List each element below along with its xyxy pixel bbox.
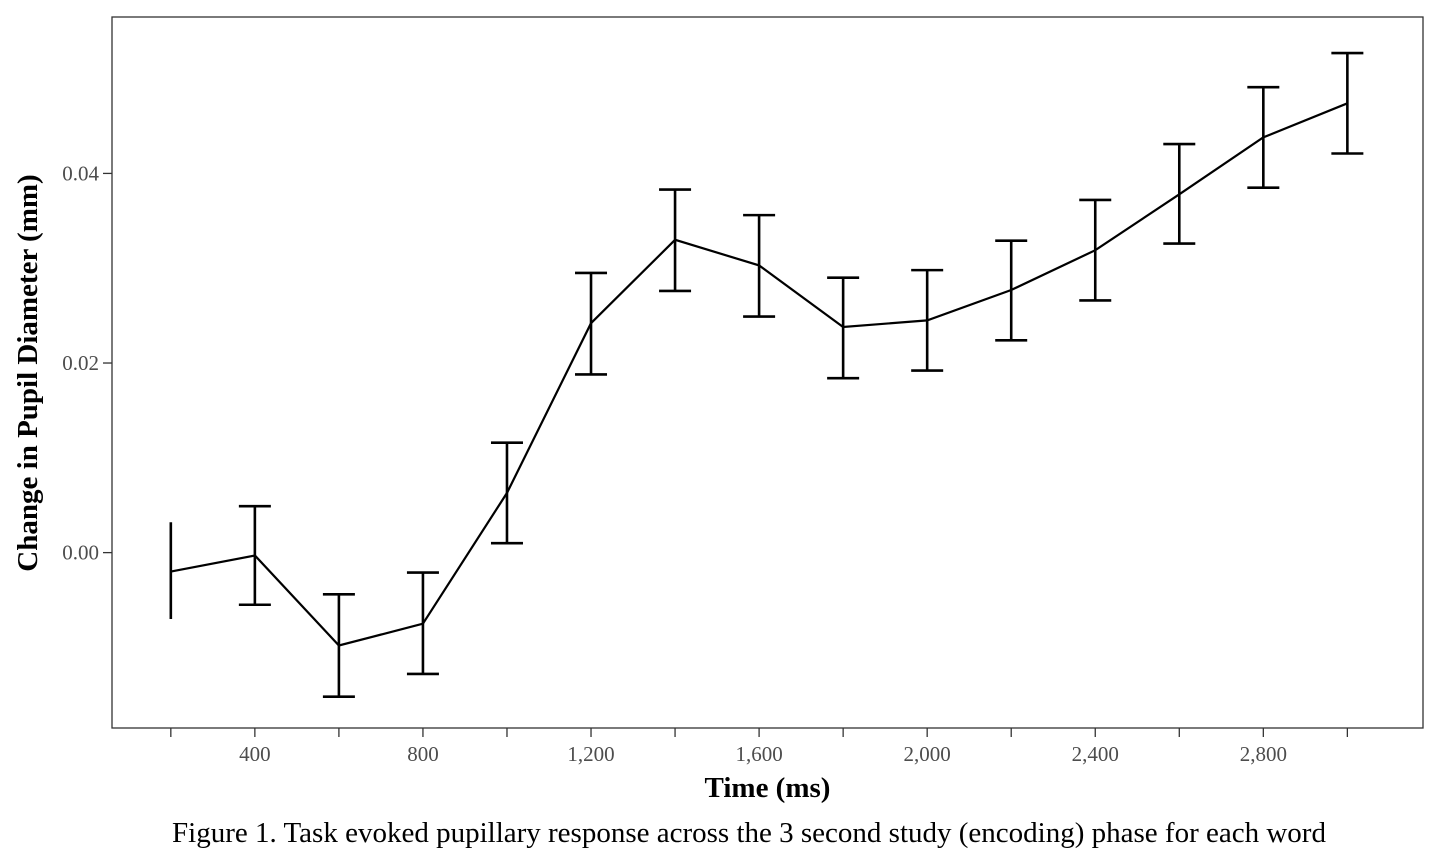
x-tick-label: 1,600 (735, 742, 782, 766)
y-tick-label: 0.02 (62, 351, 99, 375)
x-tick-label: 2,000 (904, 742, 951, 766)
y-axis-title: Change in Pupil Diameter (mm) (12, 174, 44, 571)
x-tick-label: 400 (239, 742, 271, 766)
figure-caption: Figure 1. Task evoked pupillary response… (172, 817, 1326, 849)
x-tick-label: 1,200 (567, 742, 614, 766)
x-tick-label: 2,800 (1240, 742, 1287, 766)
y-tick-label: 0.04 (62, 161, 99, 185)
x-tick-label: 800 (407, 742, 439, 766)
x-tick-label: 2,400 (1072, 742, 1119, 766)
plot-panel-border (111, 16, 1424, 729)
series-line-group (170, 102, 1348, 647)
x-axis-title: Time (ms) (705, 772, 831, 804)
y-axis: 0.00 0.02 0.04 (62, 161, 112, 565)
error-bars (169, 51, 1364, 699)
series-line (170, 102, 1348, 647)
x-axis: 400 800 1,200 1,600 2,000 2,400 2,800 (170, 728, 1349, 766)
y-tick-label: 0.00 (62, 541, 99, 565)
